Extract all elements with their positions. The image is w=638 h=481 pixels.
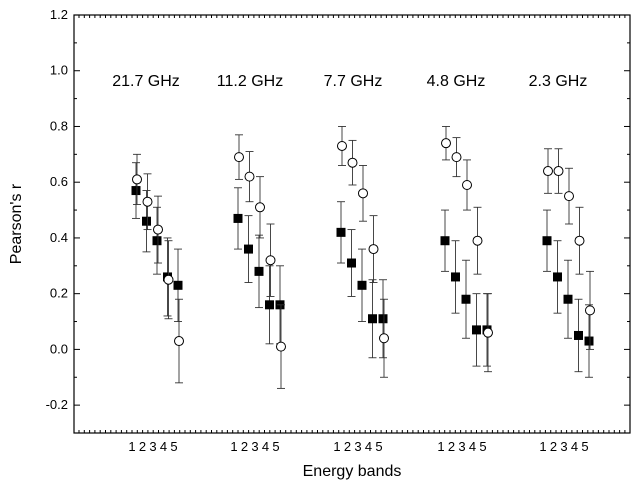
group-label: 21.7 GHz: [112, 73, 180, 90]
x-band-label: 3: [458, 439, 465, 454]
y-tick-label: 0.6: [50, 174, 68, 189]
group-label: 11.2 GHz: [217, 73, 283, 90]
filled-square-point: [233, 213, 243, 223]
open-circle-point: [368, 244, 379, 255]
filled-square-point: [472, 325, 481, 335]
filled-square-point: [336, 227, 346, 237]
filled-square-point: [173, 280, 183, 290]
x-band-label: 5: [581, 439, 588, 454]
filled-square-point: [244, 244, 253, 254]
open-circle-point: [441, 138, 451, 149]
x-band-label: 2: [550, 439, 557, 454]
x-band-label: 4: [571, 439, 578, 454]
x-band-label: 2: [344, 439, 351, 454]
x-band-label: 1: [333, 439, 340, 454]
filled-square-point: [584, 336, 594, 346]
filled-square-point: [563, 294, 573, 304]
x-band-label: 1: [128, 439, 135, 454]
open-circle-point: [337, 140, 347, 151]
open-circle-point: [163, 274, 174, 285]
x-band-label: 1: [230, 439, 237, 454]
y-tick-label: 0.8: [50, 118, 68, 133]
x-band-label: 1: [437, 439, 444, 454]
filled-square-point: [254, 266, 264, 276]
filled-square-point: [542, 236, 552, 246]
group-label: 7.7 GHz: [324, 73, 383, 90]
open-circle-point: [132, 174, 142, 185]
x-band-label: 5: [170, 439, 177, 454]
filled-square-point: [368, 314, 377, 324]
x-band-label: 3: [354, 439, 361, 454]
filled-square-point: [553, 272, 562, 282]
group-label: 4.8 GHz: [427, 73, 486, 90]
filled-square-point: [357, 280, 367, 290]
x-band-label: 5: [272, 439, 279, 454]
x-band-label: 3: [560, 439, 567, 454]
y-axis-title: Pearson's r: [8, 183, 25, 264]
x-band-label: 3: [149, 439, 156, 454]
filled-square-point: [347, 258, 356, 268]
filled-square-point: [461, 294, 471, 304]
open-circle-point: [174, 336, 184, 347]
y-tick-label: 1.0: [50, 63, 68, 78]
y-tick-label: 1.2: [50, 7, 68, 22]
open-circle-point: [153, 224, 163, 235]
open-circle-point: [543, 166, 553, 177]
open-circle-point: [553, 166, 564, 177]
y-tick-label: -0.2: [46, 397, 68, 412]
x-band-label: 2: [241, 439, 248, 454]
open-circle-point: [379, 333, 389, 344]
ticks-layer: [74, 14, 630, 434]
filled-square-point: [131, 186, 141, 196]
x-band-label: 2: [448, 439, 455, 454]
open-circle-point: [564, 191, 574, 202]
open-circle-point: [142, 196, 153, 207]
x-band-label: 4: [262, 439, 269, 454]
x-axis-title: Energy bands: [303, 463, 402, 480]
filled-square-point: [440, 236, 450, 246]
filled-square-point: [265, 300, 274, 310]
filled-square-point: [574, 330, 583, 340]
open-circle-point: [276, 341, 286, 352]
open-circle-point: [451, 152, 462, 163]
open-circle-point: [472, 235, 483, 246]
open-circle-point: [483, 327, 493, 338]
data-layer: [131, 126, 595, 389]
filled-square-point: [152, 236, 162, 246]
open-circle-point: [462, 179, 472, 190]
x-band-label: 5: [375, 439, 382, 454]
x-band-label: 4: [160, 439, 167, 454]
open-circle-point: [358, 188, 368, 199]
open-circle-point: [244, 171, 255, 182]
x-band-label: 1: [539, 439, 546, 454]
group-label: 2.3 GHz: [529, 73, 588, 90]
open-circle-point: [585, 305, 595, 316]
y-tick-label: 0.0: [50, 341, 68, 356]
plot-frame: [73, 14, 631, 434]
x-band-label: 3: [251, 439, 258, 454]
filled-square-point: [142, 216, 151, 226]
filled-square-point: [451, 272, 460, 282]
x-band-label: 4: [469, 439, 476, 454]
open-circle-point: [574, 235, 585, 246]
y-tick-label: 0.2: [50, 286, 68, 301]
x-band-label: 2: [139, 439, 146, 454]
open-circle-point: [234, 152, 244, 163]
open-circle-point: [265, 255, 276, 266]
open-circle-point: [347, 157, 358, 168]
filled-square-point: [378, 314, 388, 324]
open-circle-point: [255, 202, 265, 213]
x-band-label: 5: [479, 439, 486, 454]
y-tick-label: 0.4: [50, 230, 68, 245]
x-band-label: 4: [365, 439, 372, 454]
